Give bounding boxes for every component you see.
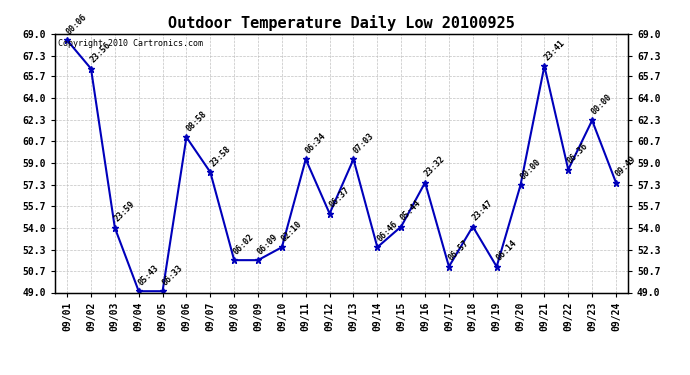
Text: 23:47: 23:47 <box>471 198 495 222</box>
Text: 23:58: 23:58 <box>208 144 232 168</box>
Text: 00:06: 00:06 <box>65 12 89 36</box>
Text: 07:03: 07:03 <box>351 131 375 155</box>
Text: 06:36: 06:36 <box>566 141 590 165</box>
Text: 06:14: 06:14 <box>495 238 518 262</box>
Text: 05:44: 05:44 <box>399 198 423 222</box>
Text: 23:32: 23:32 <box>423 154 447 178</box>
Text: 02:10: 02:10 <box>279 219 304 243</box>
Text: 23:56: 23:56 <box>89 40 113 64</box>
Text: 23:41: 23:41 <box>542 38 566 62</box>
Text: 06:09: 06:09 <box>256 232 280 256</box>
Text: 06:02: 06:02 <box>232 232 256 256</box>
Text: 05:43: 05:43 <box>137 263 161 287</box>
Text: 06:57: 06:57 <box>446 238 471 262</box>
Text: 00:00: 00:00 <box>590 92 614 116</box>
Text: 23:59: 23:59 <box>112 200 137 223</box>
Text: 06:33: 06:33 <box>160 263 184 287</box>
Title: Outdoor Temperature Daily Low 20100925: Outdoor Temperature Daily Low 20100925 <box>168 15 515 31</box>
Text: 08:58: 08:58 <box>184 109 208 133</box>
Text: 06:34: 06:34 <box>304 131 328 155</box>
Text: 06:46: 06:46 <box>375 219 400 243</box>
Text: 06:37: 06:37 <box>328 185 351 209</box>
Text: Copyright 2010 Cartronics.com: Copyright 2010 Cartronics.com <box>58 39 203 48</box>
Text: 09:49: 09:49 <box>614 154 638 178</box>
Text: 00:00: 00:00 <box>518 157 542 181</box>
